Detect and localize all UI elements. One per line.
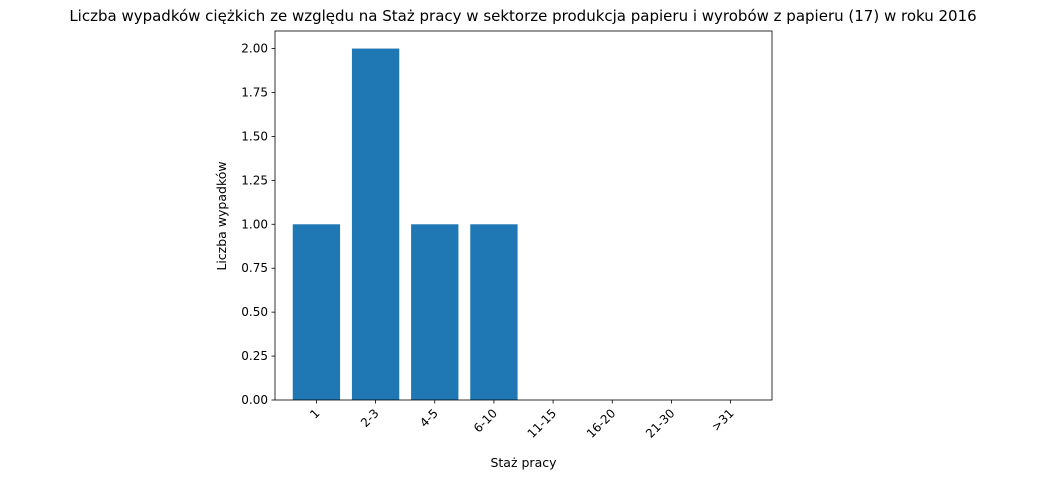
y-tick-label: 0.75 xyxy=(241,261,268,275)
y-tick-label: 0.25 xyxy=(241,349,268,363)
y-axis-label: Liczba wypadków xyxy=(214,161,229,270)
x-tick-label: 1 xyxy=(307,406,322,421)
y-tick-label: 1.25 xyxy=(241,173,268,187)
y-tick-label: 0.50 xyxy=(241,305,268,319)
chart-title: Liczba wypadków ciężkich ze względu na S… xyxy=(69,7,976,25)
x-tick-label: 6-10 xyxy=(471,406,500,435)
bar-1 xyxy=(351,48,400,400)
plot-area: 0.00 0.25 0.50 0.75 1.00 1.25 1.50 1.75 2.00 1 2-3… xyxy=(241,30,773,441)
x-axis-label: Staż pracy xyxy=(490,455,557,470)
y-tick-label: 2.00 xyxy=(241,42,268,56)
x-tick-label: 16-20 xyxy=(584,406,619,441)
x-tick-label: 11-15 xyxy=(525,406,560,441)
bar-2 xyxy=(411,224,459,400)
plot-frame xyxy=(274,30,773,401)
y-tick-label: 1.00 xyxy=(241,217,268,231)
x-tick-label: >31 xyxy=(709,406,737,434)
x-tick-label: 4-5 xyxy=(417,406,441,430)
bar-0 xyxy=(292,224,341,400)
bar-3 xyxy=(470,224,518,400)
x-tick-label: 21-30 xyxy=(643,406,678,441)
y-tick-label: 0.00 xyxy=(241,393,268,407)
y-tick-label: 1.50 xyxy=(241,129,268,143)
x-tick-label: 2-3 xyxy=(358,406,382,430)
y-tick-label: 1.75 xyxy=(241,86,268,100)
